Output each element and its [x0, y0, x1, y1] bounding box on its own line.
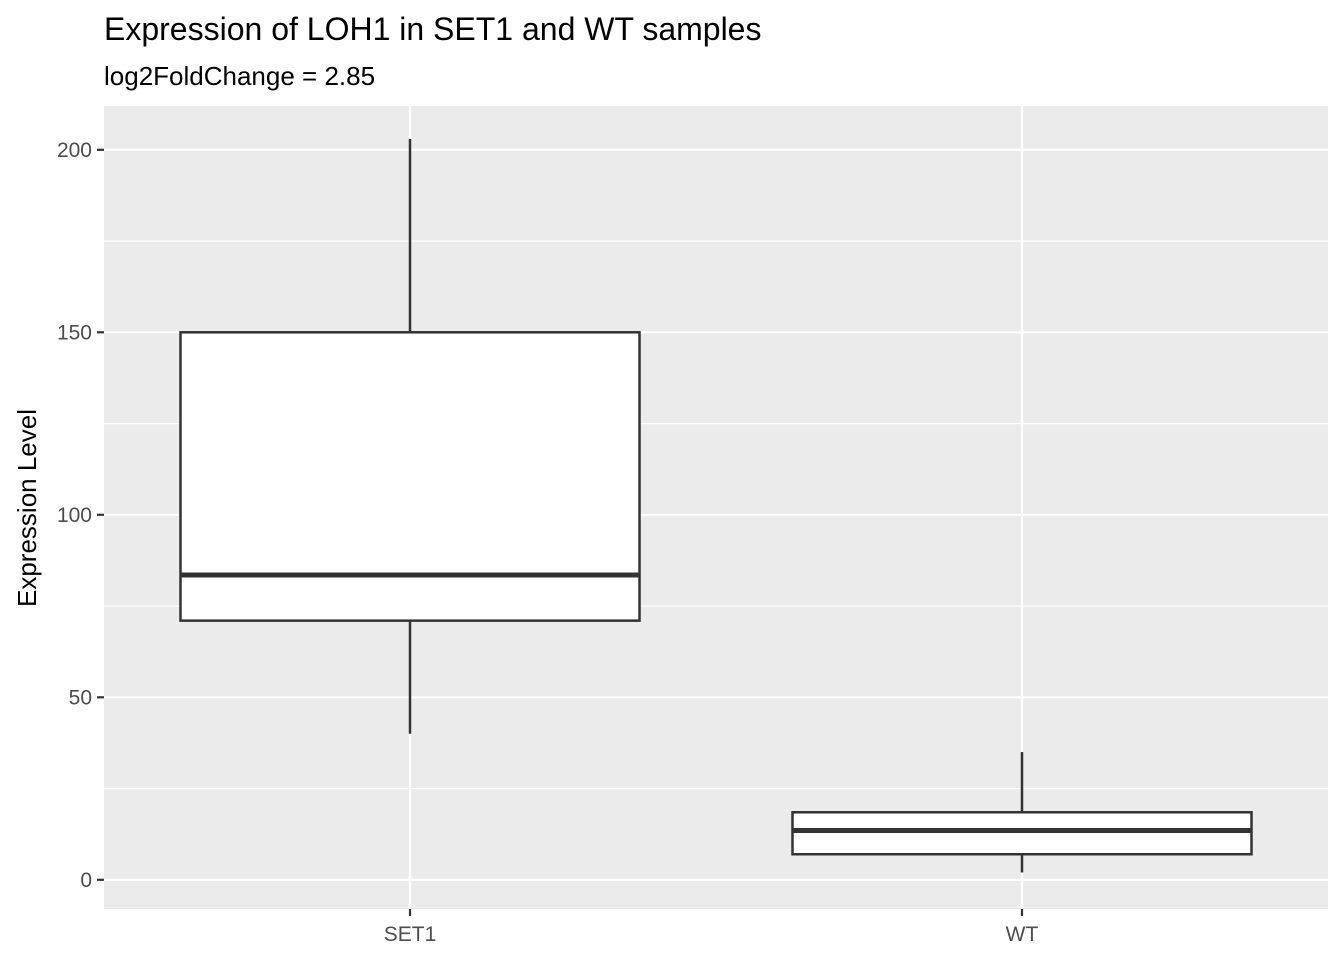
y-tick-label: 0 — [80, 869, 92, 892]
y-axis-title: Expression Level — [12, 409, 42, 607]
boxes — [179, 138, 1253, 873]
chart-title: Expression of LOH1 in SET1 and WT sample… — [104, 11, 761, 47]
box-iqr — [791, 811, 1253, 856]
y-tick-label: 100 — [57, 504, 92, 527]
x-axis: SET1 WT — [384, 909, 1039, 946]
chart-subtitle: log2FoldChange = 2.85 — [104, 61, 375, 91]
box-wt — [791, 752, 1253, 873]
y-tick-label: 150 — [57, 321, 92, 344]
x-tick-label: WT — [1006, 923, 1039, 946]
y-tick-label: 200 — [57, 139, 92, 162]
x-tick-label: SET1 — [384, 923, 437, 946]
box-set1 — [179, 138, 641, 734]
y-axis: 0 50 100 150 200 — [57, 139, 104, 892]
y-tick-label: 50 — [69, 686, 92, 709]
